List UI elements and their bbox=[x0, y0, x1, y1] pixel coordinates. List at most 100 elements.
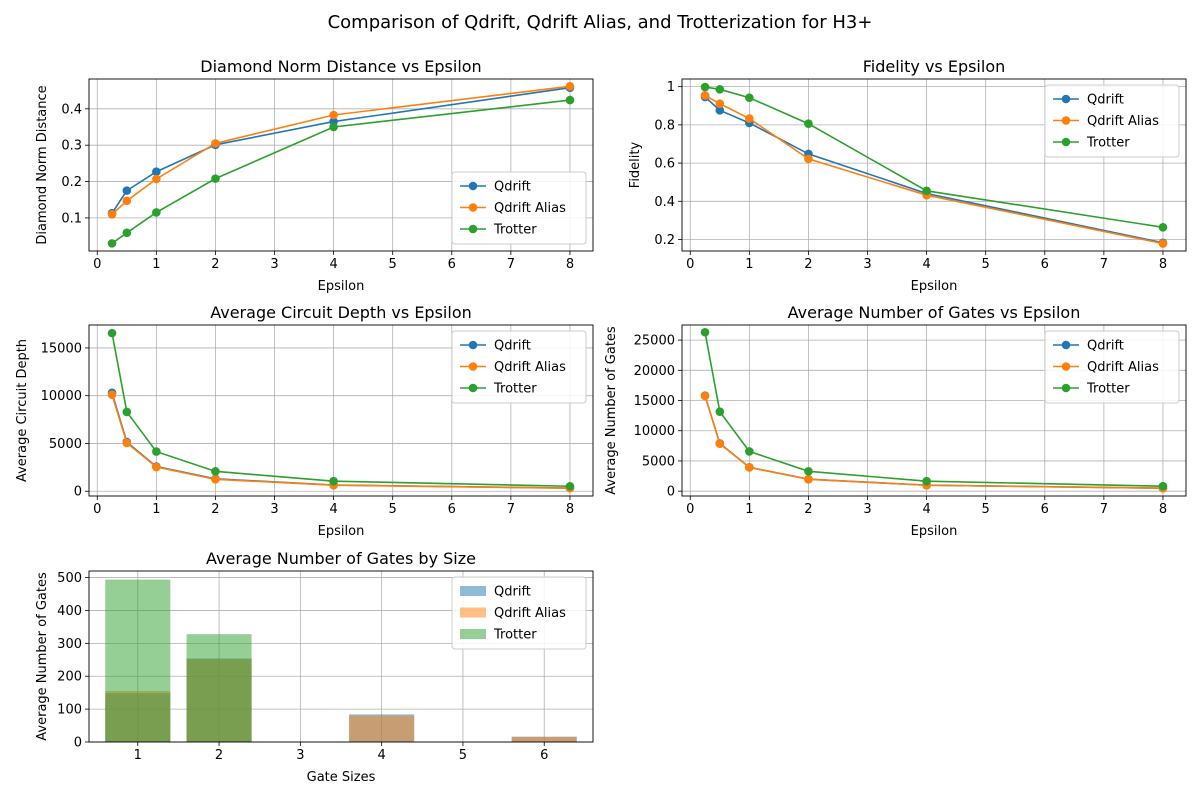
y-tick-label: 1 bbox=[667, 80, 675, 95]
data-point-qdrift-alias bbox=[329, 110, 338, 120]
legend-label-trotter: Trotter bbox=[493, 223, 537, 238]
axes-frame bbox=[681, 324, 1187, 497]
legend: Qdrift Qdrift Alias Trotter bbox=[451, 171, 587, 245]
legend-label-qdrift-alias: Qdrift Alias bbox=[494, 606, 566, 621]
x-tick-label: 8 bbox=[1159, 502, 1167, 517]
y-tick-label: 0.2 bbox=[654, 233, 675, 248]
series-line-trotter bbox=[111, 332, 570, 488]
data-point-qdrift-alias bbox=[700, 391, 710, 401]
axes-frame bbox=[681, 78, 1187, 252]
x-axis-label: Epsilon bbox=[911, 524, 958, 539]
legend-label-qdrift-alias: Qdrift Alias bbox=[494, 201, 566, 216]
data-point-trotter bbox=[565, 95, 575, 105]
data-point-qdrift-alias bbox=[700, 91, 710, 100]
data-point-trotter bbox=[1158, 223, 1168, 232]
x-tick-label: 1 bbox=[152, 257, 160, 272]
legend-label-trotter: Trotter bbox=[493, 382, 537, 397]
legend-box bbox=[1044, 84, 1180, 158]
x-tick-label: 0 bbox=[686, 502, 694, 517]
y-axis-label: Average Number of Gates bbox=[604, 326, 619, 495]
x-tick-label: 8 bbox=[566, 257, 574, 272]
legend-marker-qdrift bbox=[1061, 94, 1071, 104]
x-tick-label: 4 bbox=[922, 257, 930, 272]
x-tick-label: 1 bbox=[745, 502, 753, 517]
chart-title: Fidelity vs Epsilon bbox=[863, 57, 1006, 76]
data-point-qdrift bbox=[715, 106, 725, 115]
chart-title: Average Circuit Depth vs Epsilon bbox=[210, 303, 472, 322]
data-point-qdrift-alias bbox=[122, 438, 132, 448]
legend-label-trotter: Trotter bbox=[1086, 136, 1130, 151]
series-line-qdrift-alias bbox=[111, 394, 570, 489]
legend-marker-trotter bbox=[468, 383, 478, 393]
series-line-qdrift bbox=[111, 86, 571, 214]
x-tick-label: 4 bbox=[922, 502, 930, 517]
data-point-trotter bbox=[152, 447, 161, 456]
x-tick-label: 6 bbox=[1041, 257, 1049, 272]
y-tick-label: 0.3 bbox=[61, 139, 82, 154]
data-point-qdrift-alias bbox=[804, 475, 813, 484]
y-tick-label: 10000 bbox=[41, 389, 82, 404]
x-tick-label: 0 bbox=[93, 502, 101, 517]
data-point-trotter bbox=[211, 174, 220, 183]
data-point-qdrift-alias bbox=[745, 114, 754, 123]
chart-title: Diamond Norm Distance vs Epsilon bbox=[200, 57, 481, 76]
data-point-trotter bbox=[922, 476, 931, 486]
data-point-qdrift-alias bbox=[211, 139, 220, 148]
data-point-qdrift bbox=[152, 167, 161, 177]
data-point-trotter bbox=[745, 447, 754, 456]
data-point-trotter bbox=[122, 228, 132, 238]
data-point-trotter bbox=[804, 119, 813, 129]
legend-marker-trotter bbox=[1061, 137, 1071, 147]
x-tick-label: 4 bbox=[378, 748, 386, 763]
legend-marker-qdrift-alias bbox=[1061, 116, 1071, 125]
y-tick-label: 0.2 bbox=[61, 175, 82, 190]
y-tick-label: 15000 bbox=[41, 341, 82, 356]
legend-box bbox=[1044, 330, 1180, 404]
x-axis-label: Epsilon bbox=[318, 279, 365, 294]
x-tick-label: 0 bbox=[93, 257, 101, 272]
legend-label-qdrift-alias: Qdrift Alias bbox=[1087, 360, 1159, 375]
y-tick-label: 0.6 bbox=[654, 157, 675, 172]
legend-label-qdrift: Qdrift bbox=[1087, 339, 1124, 354]
x-tick-label: 2 bbox=[211, 257, 219, 272]
data-point-qdrift-alias bbox=[211, 474, 220, 484]
legend-marker-qdrift-alias bbox=[1061, 362, 1071, 371]
data-point-trotter bbox=[715, 407, 725, 417]
legend-box bbox=[451, 330, 587, 404]
x-tick-label: 6 bbox=[448, 502, 456, 517]
x-tick-label: 2 bbox=[804, 502, 812, 517]
legend-swatch-trotter bbox=[460, 629, 486, 639]
x-axis-label: Gate Sizes bbox=[307, 770, 376, 785]
data-point-trotter bbox=[329, 122, 338, 132]
x-tick-label: 3 bbox=[270, 257, 278, 272]
bar-qdrift-alias bbox=[349, 715, 415, 742]
y-tick-label: 5000 bbox=[642, 454, 675, 469]
legend-label-qdrift: Qdrift bbox=[1087, 93, 1124, 108]
x-tick-label: 6 bbox=[448, 257, 456, 272]
chart-title: Average Number of Gates by Size bbox=[206, 549, 476, 568]
legend-box bbox=[451, 171, 587, 245]
y-tick-label: 25000 bbox=[634, 334, 675, 349]
x-tick-label: 5 bbox=[982, 257, 990, 272]
data-point-trotter bbox=[211, 467, 220, 476]
x-tick-label: 8 bbox=[1159, 257, 1167, 272]
data-point-qdrift bbox=[122, 186, 132, 195]
y-tick-label: 15000 bbox=[634, 394, 675, 409]
legend-swatch-qdrift-alias bbox=[460, 607, 486, 618]
x-tick-label: 7 bbox=[507, 502, 515, 517]
figure-suptitle: Comparison of Qdrift, Qdrift Alias, and … bbox=[327, 12, 873, 33]
y-tick-label: 0.4 bbox=[61, 102, 82, 117]
chart-title: Average Number of Gates vs Epsilon bbox=[788, 303, 1081, 322]
legend-label-qdrift-alias: Qdrift Alias bbox=[494, 360, 566, 375]
data-point-qdrift-alias bbox=[122, 196, 132, 206]
y-tick-label: 400 bbox=[57, 604, 82, 619]
y-tick-label: 0.8 bbox=[654, 118, 675, 133]
legend-label-qdrift: Qdrift bbox=[494, 180, 531, 195]
data-point-trotter bbox=[700, 82, 710, 92]
axes-frame bbox=[88, 324, 594, 497]
data-point-trotter bbox=[1158, 481, 1168, 491]
